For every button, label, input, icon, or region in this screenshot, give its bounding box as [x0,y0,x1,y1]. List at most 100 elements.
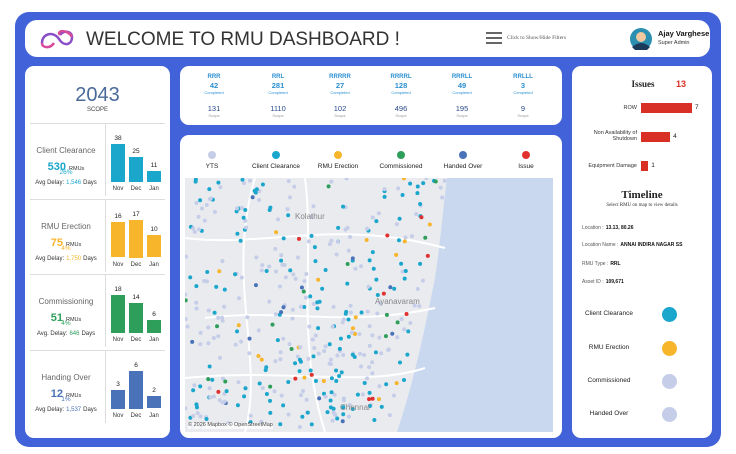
map-point[interactable] [329,376,334,381]
map-point[interactable] [240,178,245,182]
map-point[interactable] [185,406,188,411]
map-point[interactable] [194,300,199,305]
map-point[interactable] [280,262,285,267]
map-point[interactable] [273,246,278,251]
map-point[interactable] [332,392,337,397]
map-point[interactable] [400,269,405,274]
map-point[interactable] [359,264,364,269]
map-point[interactable] [311,302,316,307]
map-point[interactable] [366,284,371,289]
map-point[interactable] [405,352,410,357]
map-point[interactable] [191,388,196,393]
map-point[interactable] [279,393,284,398]
map-point[interactable] [357,332,362,337]
map-point[interactable] [235,329,240,334]
map-point[interactable] [341,412,346,417]
map-point[interactable] [305,410,310,415]
map-point[interactable] [328,405,333,410]
map-point[interactable] [188,275,193,280]
map-point[interactable] [204,417,209,422]
map-point[interactable] [243,218,248,223]
map-point[interactable] [375,292,380,297]
map-point[interactable] [206,341,211,346]
map-point[interactable] [346,317,351,322]
map-point[interactable] [295,354,300,359]
map-point[interactable] [382,187,387,192]
map-point[interactable] [268,205,273,210]
map-point[interactable] [311,204,316,209]
map-point[interactable] [335,353,340,358]
map-point[interactable] [198,330,203,335]
map-point[interactable] [303,295,308,300]
map-point[interactable] [239,339,244,344]
map-point[interactable] [346,414,351,419]
map-point[interactable] [335,239,340,244]
map-point[interactable] [278,350,283,355]
map-point[interactable] [412,303,417,308]
map-point[interactable] [409,234,414,239]
map-point[interactable] [288,268,293,273]
map-point[interactable] [192,383,197,388]
map-point[interactable] [427,222,432,227]
map-point[interactable] [374,277,379,282]
map-point[interactable] [390,331,395,336]
map-point[interactable] [196,214,201,219]
map-point[interactable] [325,410,330,415]
map-point[interactable] [329,179,334,184]
map-point[interactable] [417,304,422,309]
map-point[interactable] [367,324,372,329]
map-point[interactable] [384,382,389,387]
map-point[interactable] [243,386,248,391]
map-point[interactable] [367,343,372,348]
map-point[interactable] [235,403,240,408]
avatar[interactable] [629,27,653,51]
map-point[interactable] [334,368,339,373]
map-point[interactable] [408,181,413,186]
map-point[interactable] [323,344,328,349]
map-point[interactable] [418,202,423,207]
map-point[interactable] [371,266,376,271]
map-point[interactable] [344,178,349,181]
map-point[interactable] [396,186,401,191]
map-point[interactable] [257,197,262,202]
map-point[interactable] [341,317,346,322]
map-point[interactable] [217,269,222,274]
map-point[interactable] [382,194,387,199]
map-point[interactable] [323,268,328,273]
map-point[interactable] [378,301,383,306]
map-point[interactable] [198,414,203,419]
map-point[interactable] [260,263,265,268]
map-point[interactable] [202,279,207,284]
menu-icon[interactable] [486,32,502,44]
map-point[interactable] [216,315,221,320]
map-point[interactable] [360,392,365,397]
map-point[interactable] [383,334,388,339]
map-point[interactable] [433,179,438,184]
map-point[interactable] [402,239,407,244]
map-point[interactable] [365,376,370,381]
map-point[interactable] [241,181,246,186]
map-point[interactable] [350,326,355,331]
map-point[interactable] [202,218,207,223]
map-point[interactable] [236,296,241,301]
map-point[interactable] [198,198,203,203]
map-point[interactable] [415,191,420,196]
map-point[interactable] [298,345,303,350]
map-point[interactable] [346,248,351,253]
map-point[interactable] [408,320,413,325]
map-point[interactable] [312,245,317,250]
map-point[interactable] [302,375,307,380]
map-point[interactable] [397,216,402,221]
map-point[interactable] [321,378,326,383]
map-point[interactable] [376,397,381,402]
map-point[interactable] [210,377,215,382]
map-point[interactable] [367,397,372,402]
map-point[interactable] [211,394,216,399]
map-point[interactable] [302,305,307,310]
map-point[interactable] [419,215,424,220]
map-point[interactable] [424,178,429,181]
map-point[interactable] [190,339,195,344]
map-point[interactable] [337,346,342,351]
map-point[interactable] [341,204,346,209]
map-point[interactable] [322,348,327,353]
